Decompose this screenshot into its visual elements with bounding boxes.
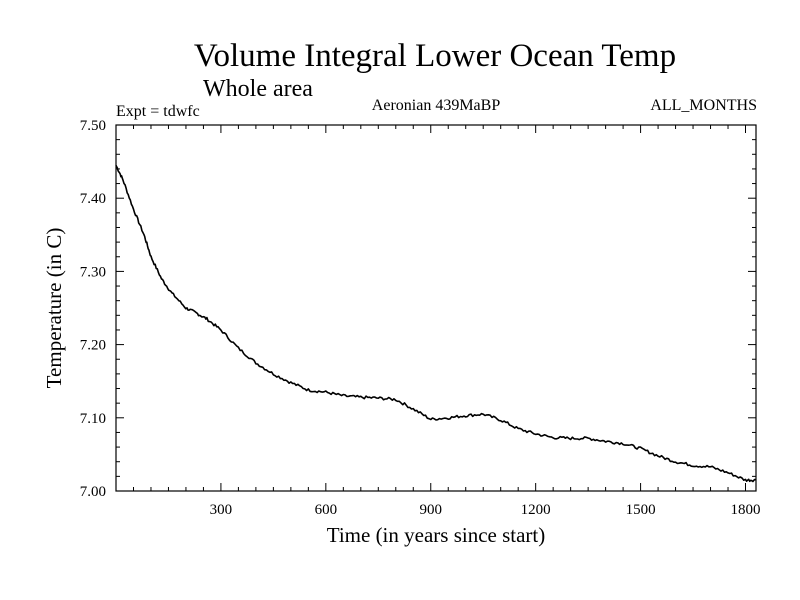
y-tick-label: 7.20 bbox=[80, 338, 106, 354]
x-tick-label: 600 bbox=[315, 502, 338, 518]
chart-subtitle: Whole area bbox=[203, 76, 313, 102]
y-tick-label: 7.40 bbox=[80, 191, 106, 207]
expt-label: Expt = tdwfc bbox=[116, 103, 200, 120]
x-tick-label: 900 bbox=[420, 502, 443, 518]
chart-title: Volume Integral Lower Ocean Temp bbox=[194, 38, 676, 74]
y-tick-labels: 7.00 7.10 7.20 7.30 7.40 7.50 bbox=[80, 118, 106, 500]
axis-ticks bbox=[116, 125, 756, 491]
x-tick-label: 300 bbox=[210, 502, 233, 518]
x-tick-label: 1200 bbox=[521, 502, 551, 518]
y-tick-label: 7.30 bbox=[80, 264, 106, 280]
y-tick-label: 7.10 bbox=[80, 411, 106, 427]
period-label: Aeronian 439MaBP bbox=[372, 97, 501, 114]
y-tick-label: 7.00 bbox=[80, 484, 106, 500]
y-tick-label: 7.50 bbox=[80, 118, 106, 134]
x-axis-label: Time (in years since start) bbox=[327, 523, 546, 547]
series-line bbox=[115, 164, 757, 483]
plot-frame bbox=[115, 124, 757, 492]
x-tick-labels: 300 600 900 1200 1500 1800 bbox=[210, 502, 761, 518]
months-label: ALL_MONTHS bbox=[650, 97, 757, 114]
y-axis-label: Temperature (in C) bbox=[42, 228, 66, 389]
x-tick-label: 1800 bbox=[731, 502, 761, 518]
x-tick-label: 1500 bbox=[626, 502, 656, 518]
